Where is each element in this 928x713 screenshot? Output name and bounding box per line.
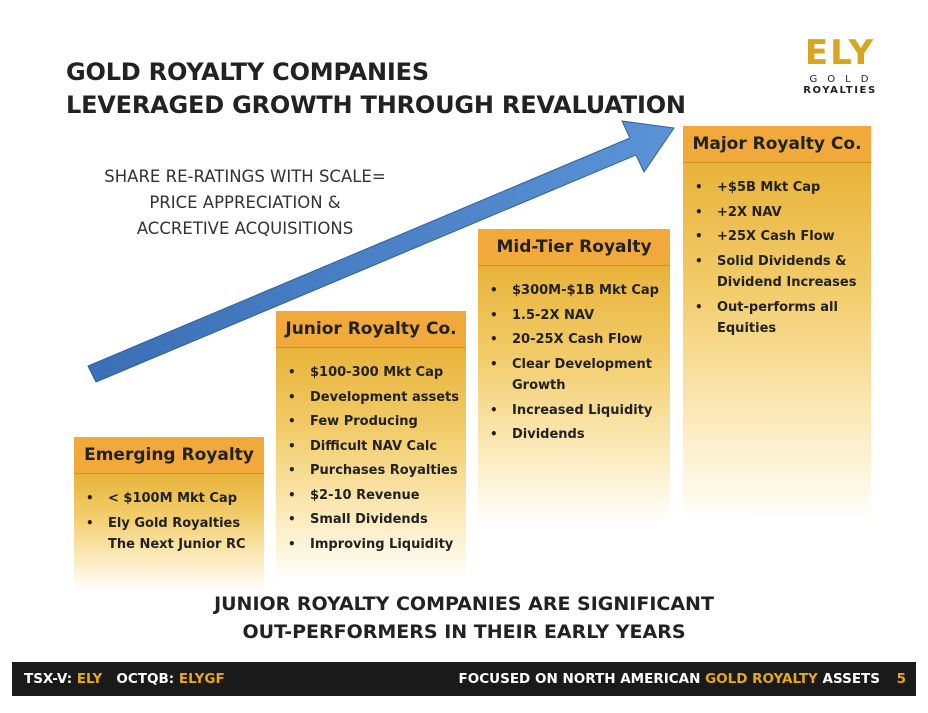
list-item: Out-performs all Equities <box>683 297 871 340</box>
tagline-line1: SHARE RE-RATINGS WITH SCALE= <box>104 167 386 186</box>
focus-prefix: FOCUSED ON NORTH AMERICAN <box>458 671 701 687</box>
tier-list: $100-300 Mkt Cap Development assets Few … <box>276 348 466 555</box>
list-item: Development assets <box>276 387 466 409</box>
tier-heading: Junior Royalty Co. <box>276 311 466 348</box>
list-item: 1.5-2X NAV <box>478 305 670 327</box>
list-item: Ely Gold Royalties The Next Junior RC <box>74 513 264 556</box>
list-item: Clear Development Growth <box>478 354 670 397</box>
tier-heading: Major Royalty Co. <box>683 126 871 163</box>
page-number: 5 <box>896 671 906 687</box>
logo-royalties-text: ROYALTIES <box>803 85 877 96</box>
list-item: Purchases Royalties <box>276 460 466 482</box>
slide-title: GOLD ROYALTY COMPANIES LEVERAGED GROWTH … <box>66 56 686 122</box>
footer-focus: FOCUSED ON NORTH AMERICAN GOLD ROYALTY A… <box>459 671 880 687</box>
tier-list: < $100M Mkt Cap Ely Gold Royalties The N… <box>74 474 264 556</box>
list-item: $300M-$1B Mkt Cap <box>478 280 670 302</box>
logo-mark: ELY <box>804 33 876 73</box>
tier-mid-tier-royalty: Mid-Tier Royalty $300M-$1B Mkt Cap 1.5-2… <box>478 229 670 526</box>
focus-suffix: ASSETS <box>822 671 880 687</box>
footer-tickers: TSX-V: ELY OCTQB: ELYGF <box>24 671 225 687</box>
list-item: Increased Liquidity <box>478 400 670 422</box>
slide-title-line1: GOLD ROYALTY COMPANIES <box>66 58 429 86</box>
list-item: Few Producing <box>276 411 466 433</box>
conclusion-text: JUNIOR ROYALTY COMPANIES ARE SIGNIFICANT… <box>0 590 928 646</box>
tsx-label: TSX-V: <box>24 671 73 687</box>
focus-highlight: GOLD ROYALTY <box>705 671 818 687</box>
tier-body: +$5B Mkt Cap +2X NAV +25X Cash Flow Soli… <box>683 163 871 523</box>
otc-label: OCTQB: <box>116 671 175 687</box>
tier-list: +$5B Mkt Cap +2X NAV +25X Cash Flow Soli… <box>683 163 871 340</box>
ely-gold-logo: ELY GOLD ROYALTIES <box>790 36 890 96</box>
list-item: +25X Cash Flow <box>683 226 871 248</box>
tsx-ticker: ELY <box>76 671 103 687</box>
list-item: < $100M Mkt Cap <box>74 488 264 510</box>
list-item: $100-300 Mkt Cap <box>276 362 466 384</box>
tier-body: $300M-$1B Mkt Cap 1.5-2X NAV 20-25X Cash… <box>478 266 670 526</box>
tier-heading: Emerging Royalty <box>74 437 264 474</box>
list-item: Small Dividends <box>276 509 466 531</box>
slide-title-line2: LEVERAGED GROWTH THROUGH REVALUATION <box>66 91 686 119</box>
conclusion-line1: JUNIOR ROYALTY COMPANIES ARE SIGNIFICANT <box>214 593 714 615</box>
tier-body: $100-300 Mkt Cap Development assets Few … <box>276 348 466 583</box>
tagline-line3: ACCRETIVE ACQUISITIONS <box>136 219 354 238</box>
tier-list: $300M-$1B Mkt Cap 1.5-2X NAV 20-25X Cash… <box>478 266 670 446</box>
tagline-line2: PRICE APPRECIATION & <box>149 193 341 212</box>
tier-heading: Mid-Tier Royalty <box>478 229 670 266</box>
list-item: +$5B Mkt Cap <box>683 177 871 199</box>
tier-body: < $100M Mkt Cap Ely Gold Royalties The N… <box>74 474 264 592</box>
list-item: +2X NAV <box>683 202 871 224</box>
tier-major-royalty: Major Royalty Co. +$5B Mkt Cap +2X NAV +… <box>683 126 871 523</box>
list-item: Improving Liquidity <box>276 534 466 556</box>
list-item: 20-25X Cash Flow <box>478 329 670 351</box>
otc-ticker: ELYGF <box>178 671 225 687</box>
list-item: Solid Dividends & Dividend Increases <box>683 251 871 294</box>
tier-junior-royalty: Junior Royalty Co. $100-300 Mkt Cap Deve… <box>276 311 466 583</box>
tagline: SHARE RE-RATINGS WITH SCALE= PRICE APPRE… <box>70 164 420 242</box>
list-item: $2-10 Revenue <box>276 485 466 507</box>
logo-gold-text: GOLD <box>809 74 879 85</box>
list-item: Dividends <box>478 424 670 446</box>
list-item: Difficult NAV Calc <box>276 436 466 458</box>
conclusion-line2: OUT-PERFORMERS IN THEIR EARLY YEARS <box>242 621 686 643</box>
footer-bar: TSX-V: ELY OCTQB: ELYGF FOCUSED ON NORTH… <box>12 662 916 696</box>
tier-emerging-royalty: Emerging Royalty < $100M Mkt Cap Ely Gol… <box>74 437 264 592</box>
